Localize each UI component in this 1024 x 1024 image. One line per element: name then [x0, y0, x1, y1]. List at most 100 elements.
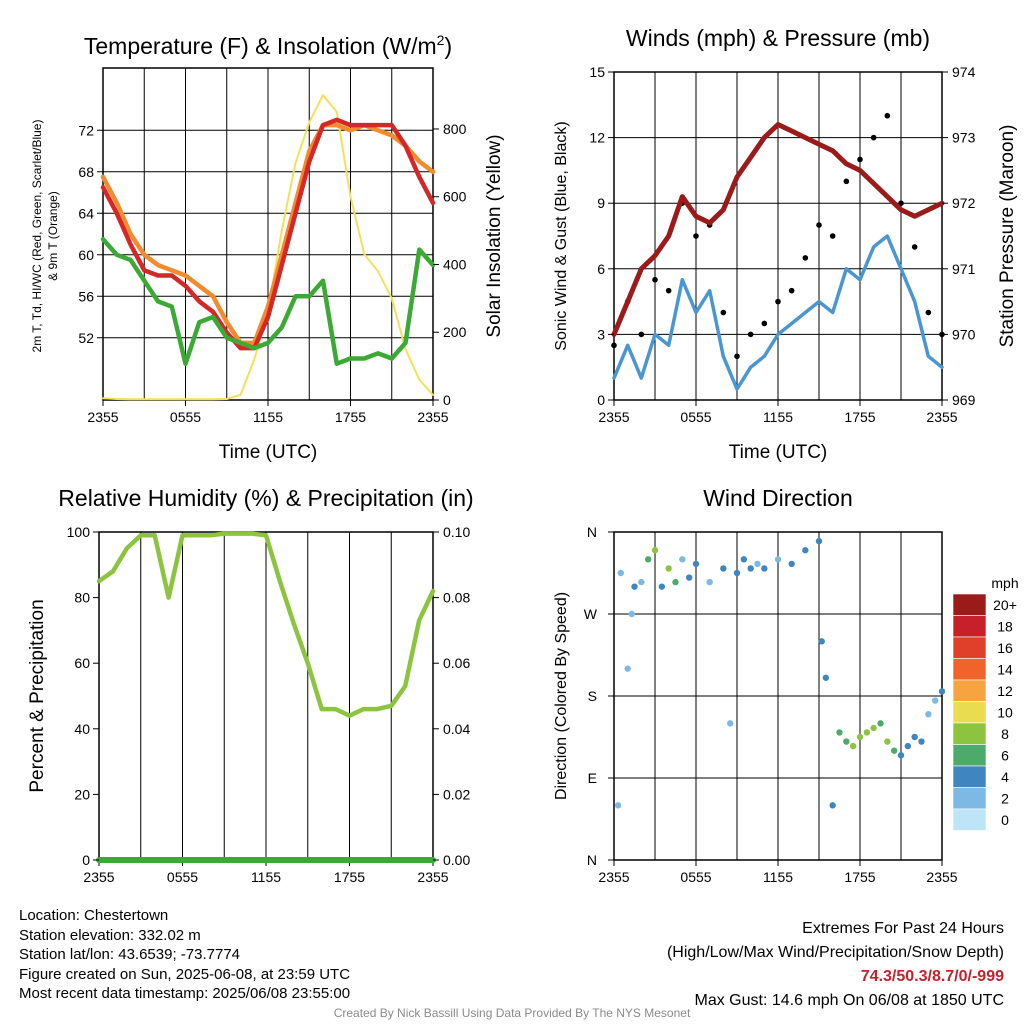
- chart-title: Winds (mph) & Pressure (mb): [626, 25, 930, 51]
- y2-tick-label: 969: [952, 392, 976, 408]
- gust-point: [843, 178, 850, 185]
- legend-swatch: [952, 722, 987, 745]
- direction-point: [631, 583, 638, 590]
- y-axis-label: Sonic Wind & Gust (Blue, Black): [553, 121, 570, 350]
- legend-label: 16: [997, 640, 1013, 656]
- gust-point: [611, 342, 617, 349]
- legend-swatch: [952, 658, 987, 681]
- x-tick-label: 0555: [167, 869, 198, 885]
- direction-point: [706, 578, 713, 586]
- legend-label: 2: [1001, 791, 1009, 807]
- y2-axis-label: Station Pressure (Maroon): [997, 125, 1018, 348]
- series-wind: [612, 234, 944, 391]
- legend-label: 4: [1001, 769, 1009, 785]
- direction-point: [679, 556, 686, 563]
- y-tick-label: 0: [82, 852, 90, 868]
- legend-swatch: [952, 808, 987, 831]
- y2-tick-label: 0.00: [443, 852, 470, 868]
- direction-point: [747, 565, 754, 572]
- credit-line: Created By Nick Bassill Using Data Provi…: [333, 1006, 691, 1020]
- y-tick-label: 12: [589, 130, 605, 146]
- y-axis-label: Direction (Colored By Speed): [553, 592, 570, 800]
- direction-point: [733, 569, 741, 577]
- direction-point: [788, 560, 795, 568]
- panel-winds: 2355 0555 1155 1755 235503691215969970971972…: [553, 25, 1018, 463]
- legend-label: 18: [997, 619, 1013, 635]
- max-gust: Max Gust: 14.6 mph On 06/08 at 1850 UTC: [694, 992, 1005, 1009]
- gust-point: [652, 276, 658, 283]
- gust-point: [802, 255, 809, 261]
- x-tick-label: 2355: [926, 869, 957, 885]
- y2-tick-label: 0.02: [443, 786, 470, 802]
- direction-point: [774, 556, 782, 563]
- y2-tick-label: 600: [443, 189, 467, 205]
- y-tick-label: 56: [78, 288, 94, 304]
- y-axis-label: Percent & Precipitation: [27, 599, 48, 792]
- gust-point: [775, 298, 781, 305]
- legend-swatch: [952, 593, 987, 616]
- station-latlon: Station lat/lon: 43.6539; -73.7774: [19, 946, 241, 963]
- direction-point: [856, 733, 864, 741]
- y2-tick-label: 972: [952, 195, 976, 211]
- x-tick-label: 2355: [87, 409, 118, 425]
- chart-title: Temperature (F) & Insolation (W/m2): [84, 32, 452, 59]
- y-tick-label: 15: [589, 64, 605, 80]
- direction-point: [802, 547, 809, 554]
- y-tick-label: 60: [74, 655, 90, 671]
- gust-point: [638, 331, 645, 338]
- y-tick-label: 9: [597, 195, 605, 211]
- extremes-values: 74.3/50.3/8.7/0/-999: [860, 968, 1004, 985]
- gust-point: [829, 233, 836, 239]
- direction-point: [617, 569, 625, 577]
- gust-point: [734, 353, 740, 360]
- y-tick-label: 6: [597, 261, 605, 277]
- direction-point: [644, 556, 652, 563]
- x-tick-label: 1155: [253, 409, 283, 425]
- extremes-title: Extremes For Past 24 Hours: [802, 920, 1004, 937]
- x-tick-label: 2355: [417, 869, 448, 885]
- gust-point: [857, 156, 863, 163]
- speed-legend: mph 20+ 18 16 14 12 10 8 6 4 2 0: [952, 575, 1019, 831]
- y2-axis-label: Solar Insolation (Yellow): [484, 134, 505, 337]
- direction-point: [665, 565, 672, 572]
- x-axis-label: Time (UTC): [729, 442, 828, 463]
- panel-humidity: 2355 0555 1155 1755 23550204060801000.000.02…: [27, 485, 474, 885]
- panel-temperature: 2355 0555 1155 1755 2355 52 56 60 64 68 72 0 200 400 6…: [30, 32, 505, 463]
- direction-point: [685, 574, 693, 581]
- x-tick-label: 1755: [334, 869, 365, 885]
- direction-point: [658, 583, 666, 590]
- station-elevation: Station elevation: 332.02 m: [19, 926, 201, 944]
- direction-point: [877, 720, 884, 727]
- gust-point: [870, 134, 877, 141]
- figure-created: Figure created on Sun, 2025-06-08, at 23…: [19, 965, 351, 983]
- legend-label: 0: [1001, 812, 1009, 828]
- gust-point: [884, 112, 891, 119]
- legend-label: 6: [1001, 748, 1009, 764]
- direction-point: [836, 729, 843, 736]
- y-axis-label-line2: & 9m T (Orange): [46, 191, 60, 281]
- series-temp_2m: [100, 117, 436, 351]
- legend-swatch: [952, 765, 987, 788]
- x-tick-label: 0555: [680, 409, 711, 425]
- x-tick-label: 0555: [170, 409, 201, 425]
- legend-label: 8: [1001, 726, 1009, 742]
- gust-point: [720, 309, 727, 316]
- series-pressure: [611, 122, 945, 337]
- gust-point: [925, 309, 932, 316]
- direction-point: [761, 565, 768, 572]
- x-tick-label: 2355: [926, 409, 957, 425]
- y-tick-label: N: [587, 852, 597, 868]
- gust-point: [911, 244, 918, 250]
- legend-swatch: [952, 787, 987, 810]
- station-info: Location: Chestertown Station elevation:…: [19, 906, 350, 1004]
- y-tick-label: W: [584, 606, 598, 622]
- y2-tick-label: 973: [952, 130, 976, 146]
- extremes-panel: Extremes For Past 24 Hours (High/Low/Max…: [667, 917, 1004, 1013]
- x-tick-label: 2355: [598, 409, 629, 425]
- y-tick-label: 60: [78, 247, 94, 263]
- x-tick-label: 0555: [680, 869, 711, 885]
- direction-point: [931, 697, 939, 704]
- y2-tick-label: 800: [443, 121, 467, 137]
- gust-point: [693, 233, 699, 239]
